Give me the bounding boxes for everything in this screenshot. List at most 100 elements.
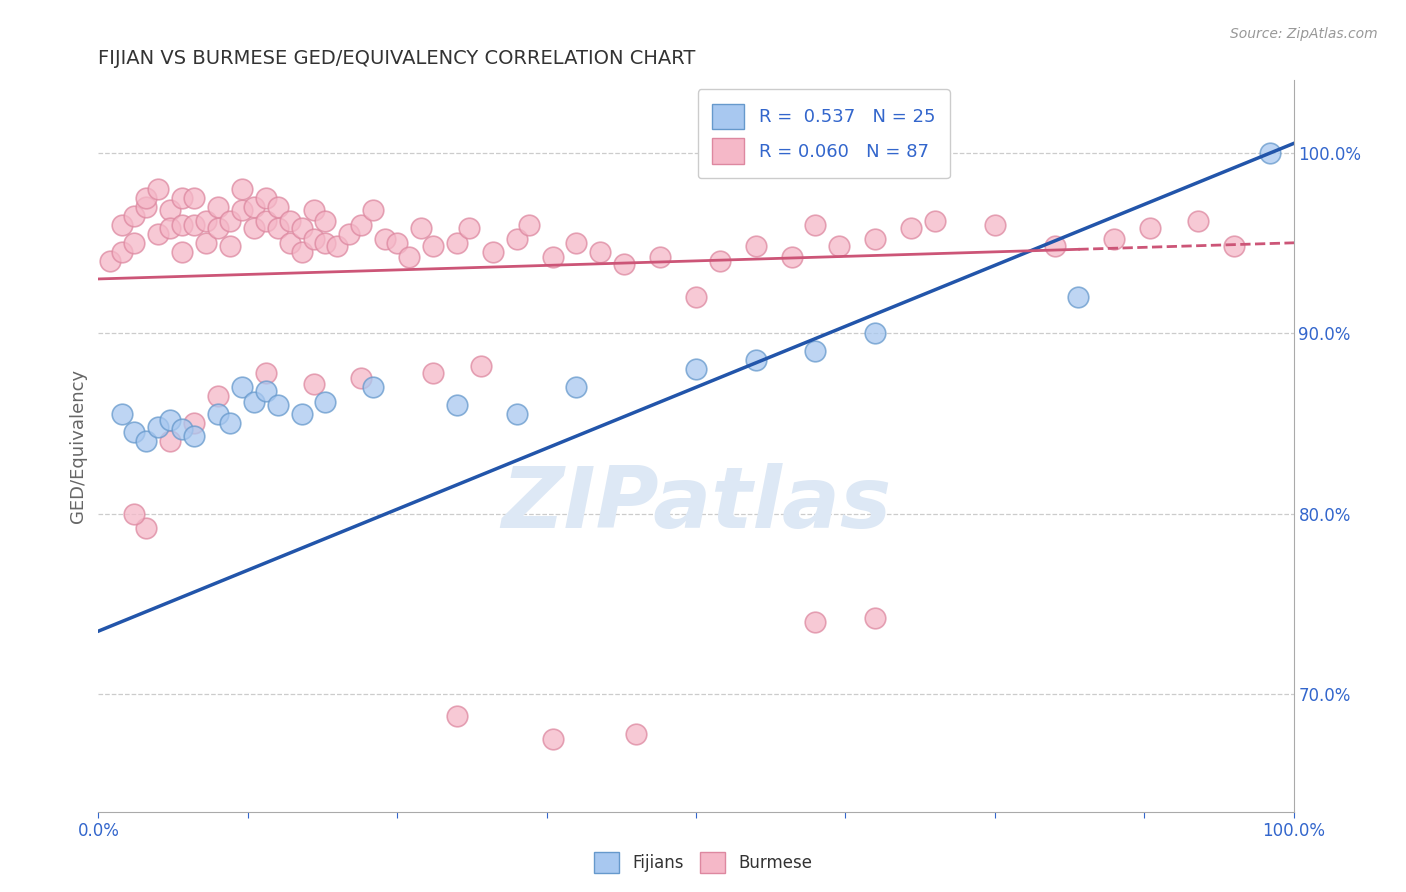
- Point: [685, 290, 707, 304]
- Point: [267, 398, 290, 412]
- Point: [172, 244, 194, 259]
- Point: [541, 250, 564, 264]
- Point: [745, 353, 768, 368]
- Point: [481, 244, 505, 259]
- Point: [804, 344, 827, 359]
- Point: [1067, 290, 1090, 304]
- Point: [159, 413, 181, 427]
- Point: [458, 221, 481, 235]
- Point: [302, 376, 325, 391]
- Point: [1043, 239, 1066, 253]
- Point: [231, 380, 253, 394]
- Point: [267, 200, 290, 214]
- Point: [315, 394, 337, 409]
- Point: [183, 191, 205, 205]
- Point: [172, 191, 194, 205]
- Point: [111, 408, 134, 422]
- Point: [302, 232, 325, 246]
- Point: [363, 380, 385, 394]
- Point: [183, 218, 205, 232]
- Point: [159, 221, 181, 235]
- Point: [398, 250, 420, 264]
- Legend: R =  0.537   N = 25, R = 0.060   N = 87: R = 0.537 N = 25, R = 0.060 N = 87: [697, 89, 950, 178]
- Point: [98, 253, 122, 268]
- Point: [984, 218, 1007, 232]
- Point: [148, 227, 170, 241]
- Point: [1102, 232, 1125, 246]
- Point: [863, 232, 887, 246]
- Point: [219, 417, 242, 431]
- Text: Source: ZipAtlas.com: Source: ZipAtlas.com: [1230, 27, 1378, 41]
- Point: [243, 200, 266, 214]
- Point: [254, 384, 277, 398]
- Point: [589, 244, 612, 259]
- Point: [291, 408, 314, 422]
- Point: [924, 214, 946, 228]
- Point: [506, 232, 529, 246]
- Point: [446, 235, 468, 250]
- Point: [278, 235, 301, 250]
- Point: [291, 244, 314, 259]
- Point: [565, 380, 588, 394]
- Point: [541, 732, 564, 747]
- Point: [278, 214, 301, 228]
- Point: [374, 232, 396, 246]
- Point: [183, 417, 205, 431]
- Point: [350, 218, 373, 232]
- Point: [194, 235, 218, 250]
- Point: [745, 239, 768, 253]
- Point: [363, 203, 385, 218]
- Point: [172, 422, 194, 436]
- Point: [446, 709, 468, 723]
- Point: [326, 239, 349, 253]
- Point: [254, 191, 277, 205]
- Point: [254, 366, 277, 380]
- Point: [207, 408, 229, 422]
- Point: [411, 221, 433, 235]
- Point: [124, 425, 146, 440]
- Point: [148, 181, 170, 195]
- Point: [446, 398, 468, 412]
- Point: [863, 611, 887, 625]
- Point: [315, 214, 337, 228]
- Point: [422, 239, 444, 253]
- Point: [506, 408, 529, 422]
- Point: [828, 239, 851, 253]
- Point: [626, 727, 648, 741]
- Point: [339, 227, 360, 241]
- Point: [231, 203, 253, 218]
- Point: [124, 507, 146, 521]
- Point: [350, 371, 373, 385]
- Point: [780, 250, 803, 264]
- Point: [709, 253, 731, 268]
- Point: [207, 389, 229, 403]
- Point: [219, 214, 242, 228]
- Y-axis label: GED/Equivalency: GED/Equivalency: [69, 369, 87, 523]
- Point: [863, 326, 887, 340]
- Point: [648, 250, 672, 264]
- Point: [183, 429, 205, 443]
- Point: [385, 235, 409, 250]
- Point: [207, 221, 229, 235]
- Point: [159, 203, 181, 218]
- Point: [148, 420, 170, 434]
- Point: [124, 209, 146, 223]
- Point: [243, 221, 266, 235]
- Text: FIJIAN VS BURMESE GED/EQUIVALENCY CORRELATION CHART: FIJIAN VS BURMESE GED/EQUIVALENCY CORREL…: [98, 48, 696, 68]
- Point: [135, 521, 157, 535]
- Point: [111, 244, 134, 259]
- Point: [159, 434, 181, 449]
- Point: [517, 218, 540, 232]
- Point: [231, 181, 253, 195]
- Point: [302, 203, 325, 218]
- Text: ZIPatlas: ZIPatlas: [501, 463, 891, 546]
- Point: [135, 200, 157, 214]
- Point: [900, 221, 922, 235]
- Point: [291, 221, 314, 235]
- Point: [207, 200, 229, 214]
- Point: [804, 218, 827, 232]
- Point: [1222, 239, 1246, 253]
- Point: [685, 362, 707, 376]
- Point: [565, 235, 588, 250]
- Point: [194, 214, 218, 228]
